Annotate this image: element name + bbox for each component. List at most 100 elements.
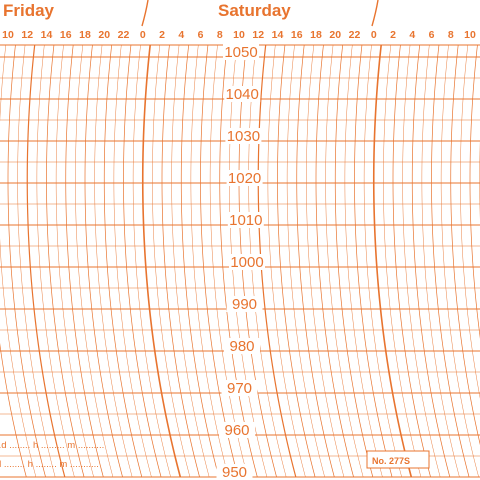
time-gridline [46,44,85,478]
hour-tick-label: 6 [429,29,435,41]
record-box: ..d ........ h ......... m .......... d … [0,440,104,470]
pressure-label-backing [227,212,264,228]
hour-tick-label: 20 [98,29,110,41]
time-gridline-minor [113,44,152,478]
time-gridline-minor [55,44,94,478]
pressure-label-backing [225,128,262,144]
time-gridline [0,342,27,478]
hour-tick-label: 22 [118,29,130,41]
hour-tick-label: 18 [79,29,91,41]
time-gridline [431,44,470,478]
time-gridline-minor [383,44,422,478]
catalog-box-frame [366,450,430,469]
time-gridline-minor [460,44,480,399]
pressure-label: 980 [229,338,254,355]
hour-labels: 10 12 14 16 18 20 22 0 2 4 6 8 10 12 14 16 18 20 22 0 2 4 6 8 10 [2,29,476,41]
pressure-label: 1040 [226,86,259,103]
hour-tick-label: 14 [272,29,284,41]
time-gridline [354,44,393,478]
time-gridline [219,44,258,478]
pressure-label: 1000 [230,254,263,271]
hour-tick-label: 18 [310,29,322,41]
time-gridline-minor [209,44,248,478]
time-gridline-minor [267,44,306,478]
time-gridline-minor [402,44,441,478]
time-gridline [7,44,46,478]
time-gridline-minor [36,44,75,478]
pressure-label-backing [226,170,263,186]
time-gridline [26,44,66,478]
catalog-box: No. 277S [366,450,430,469]
time-gridline [450,44,480,446]
hour-tick-label: 2 [390,29,396,41]
hour-tick-label: 16 [291,29,303,41]
time-gridline [411,44,451,478]
pressure-label-backing [219,422,255,438]
hour-tick-label: 22 [349,29,361,41]
time-gridline-minor [190,44,229,478]
catalog-number: No. 277S [372,456,410,466]
hour-tick-label: 0 [371,29,377,41]
pressure-label: 1050 [224,44,257,61]
pressure-label-backing [224,338,260,354]
pressure-label: 970 [227,380,252,397]
time-gridline [296,44,335,478]
time-gridline-minor [75,44,114,478]
hour-tick-label: 16 [60,29,72,41]
day-label-friday: Friday [3,1,55,20]
time-gridline-minor [440,44,479,478]
time-gridline [200,44,239,478]
day-separator [141,0,149,27]
time-gridline-minor [17,44,56,478]
pressure-label-backing [223,44,259,60]
time-gridline-minor [94,44,133,478]
hour-tick-label: 14 [41,29,53,41]
time-gridline [141,44,182,478]
time-gridline-minor [325,44,364,478]
time-gridline [372,44,413,478]
time-gridline-minor [306,44,345,478]
time-gridline-minor [344,44,383,478]
pressure-label-backing [229,254,265,270]
time-gridline [315,44,354,478]
time-gridline [334,44,374,478]
pressure-labels: 1050 1040 1030 1020 1010 1000 990 980 970 960 950 [216,44,265,480]
time-gridline [123,44,162,478]
record-field-line-2: d ........ h ........ m ........... [0,459,99,470]
pressure-label: 950 [222,464,247,480]
hour-tick-label: 12 [252,29,264,41]
pressure-label: 1020 [228,170,261,187]
time-gridline-minor [0,44,37,478]
hour-tick-label: 4 [409,29,415,41]
hour-tick-label: 8 [217,29,223,41]
hour-tick-label: 10 [233,29,245,41]
time-gridline [277,44,316,478]
hour-tick-label: 6 [198,29,204,41]
pressure-label-backing [226,296,263,312]
time-gridline [180,44,220,478]
hour-tick-label: 4 [178,29,184,41]
hour-tick-label: 10 [464,29,476,41]
time-gridline [469,44,480,339]
hour-tick-label: 2 [159,29,165,41]
time-gridline [392,44,431,478]
hour-tick-label: 0 [140,29,146,41]
hour-tick-label: 10 [2,29,14,41]
time-gridline-minor [286,44,325,478]
hour-tick-label: 8 [448,29,454,41]
hour-tick-label: 12 [21,29,33,41]
time-gridline-minor [363,44,402,478]
pressure-label: 990 [232,296,257,313]
time-gridline-minor [132,44,171,478]
time-gridline-minor [421,44,460,478]
day-separator [371,0,379,27]
time-gridline [161,44,200,478]
pressure-label: 1030 [227,128,260,145]
pressure-label-backing [224,86,261,102]
pressure-label: 1010 [229,212,262,229]
time-gridline-minor [171,44,210,478]
record-field-line-1: ..d ........ h ......... m .......... [0,440,104,451]
day-label-saturday: Saturday [218,1,291,20]
